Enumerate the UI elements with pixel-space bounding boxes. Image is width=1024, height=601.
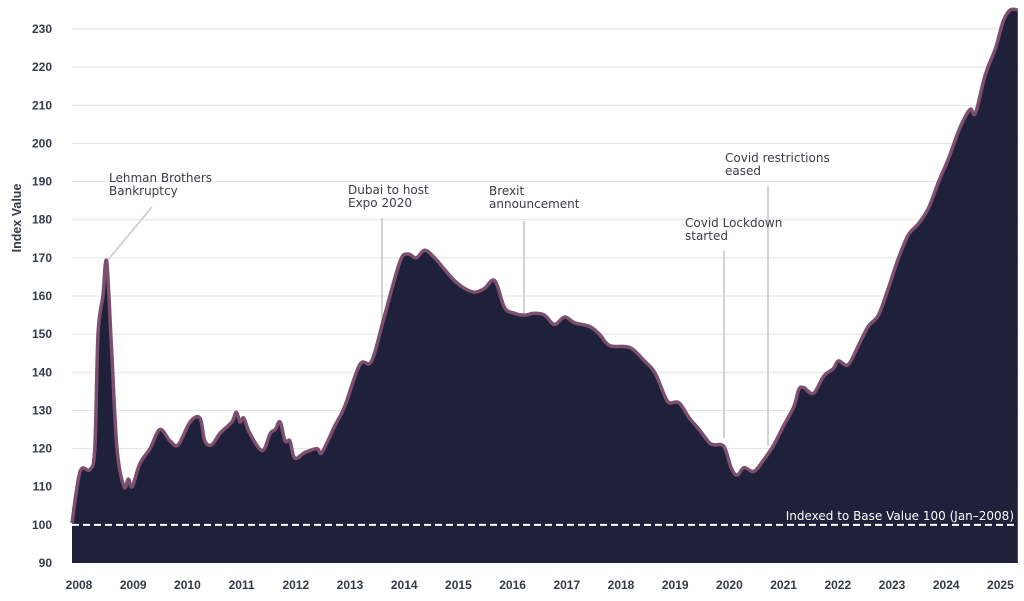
y-tick-label: 130	[32, 403, 52, 417]
x-tick-label: 2019	[662, 578, 689, 592]
x-tick-label: 2024	[933, 578, 960, 592]
annotation-line-text: Covid restrictions	[725, 151, 830, 165]
annotation-line-text: Expo 2020	[348, 196, 412, 210]
y-tick-label: 220	[32, 60, 52, 74]
x-tick-label: 2011	[229, 578, 255, 592]
x-tick-label: 2009	[120, 578, 147, 592]
annotation-line-text: started	[685, 229, 728, 243]
y-tick-label: 190	[32, 175, 52, 189]
x-tick-label: 2016	[499, 578, 526, 592]
annotations: Lehman Brothers Bankruptcy Dubai to host Ex…	[109, 151, 830, 243]
x-tick-label: 2010	[174, 578, 201, 592]
annotation-line-text: Lehman Brothers	[109, 171, 212, 185]
annotation-label: Covid Lockdown started	[685, 216, 782, 243]
baseline-label: Indexed to Base Value 100 (Jan–2008)	[786, 509, 1014, 523]
x-tick-label: 2020	[716, 578, 743, 592]
y-tick-label: 170	[32, 251, 52, 265]
x-tick-label: 2013	[337, 578, 364, 592]
x-tick-label: 2017	[553, 578, 580, 592]
x-axis-ticks: 2008 2009 2010 2011 2012 2013 2014 2015 2016 2017…	[66, 578, 1014, 592]
y-tick-label: 110	[33, 480, 53, 494]
y-tick-label: 100	[32, 518, 52, 532]
y-tick-label: 210	[32, 98, 52, 112]
y-tick-label: 140	[32, 365, 52, 379]
y-tick-label: 160	[32, 289, 52, 303]
annotation-line-text: Bankruptcy	[109, 184, 178, 198]
x-tick-label: 2012	[282, 578, 309, 592]
index-area-fill	[72, 9, 1018, 563]
x-tick-label: 2022	[824, 578, 851, 592]
y-tick-label: 200	[32, 136, 52, 150]
x-tick-label: 2015	[445, 578, 472, 592]
y-tick-label: 90	[39, 556, 53, 570]
annotation-line-text: eased	[725, 164, 761, 178]
annotation-line-text: Covid Lockdown	[685, 216, 782, 230]
x-tick-label: 2018	[608, 578, 635, 592]
annotation-line-text: Brexit	[489, 184, 525, 198]
annotation-label: Covid restrictions eased	[725, 151, 830, 178]
annotation-line-text: announcement	[489, 197, 580, 211]
y-axis-title: Index Value	[10, 184, 24, 253]
y-tick-label: 120	[32, 442, 52, 456]
annotation-line-text: Dubai to host	[348, 183, 429, 197]
x-tick-label: 2014	[391, 578, 418, 592]
annotation-label: Brexit announcement	[489, 184, 580, 211]
y-axis-ticks: 90 100 110 120 130 140 150 160 170 180 190 200 210 22…	[32, 22, 52, 570]
annotation-label: Lehman Brothers Bankruptcy	[109, 171, 212, 198]
y-tick-label: 180	[32, 213, 52, 227]
x-tick-label: 2025	[987, 578, 1014, 592]
y-tick-label: 150	[32, 327, 52, 341]
y-tick-label: 230	[32, 22, 52, 36]
index-series-line	[70, 7, 1019, 524]
x-tick-label: 2021	[770, 578, 797, 592]
annotation-leader-line	[106, 206, 153, 262]
x-tick-label: 2023	[879, 578, 906, 592]
x-tick-label: 2008	[66, 578, 93, 592]
annotation-label: Dubai to host Expo 2020	[348, 183, 429, 210]
